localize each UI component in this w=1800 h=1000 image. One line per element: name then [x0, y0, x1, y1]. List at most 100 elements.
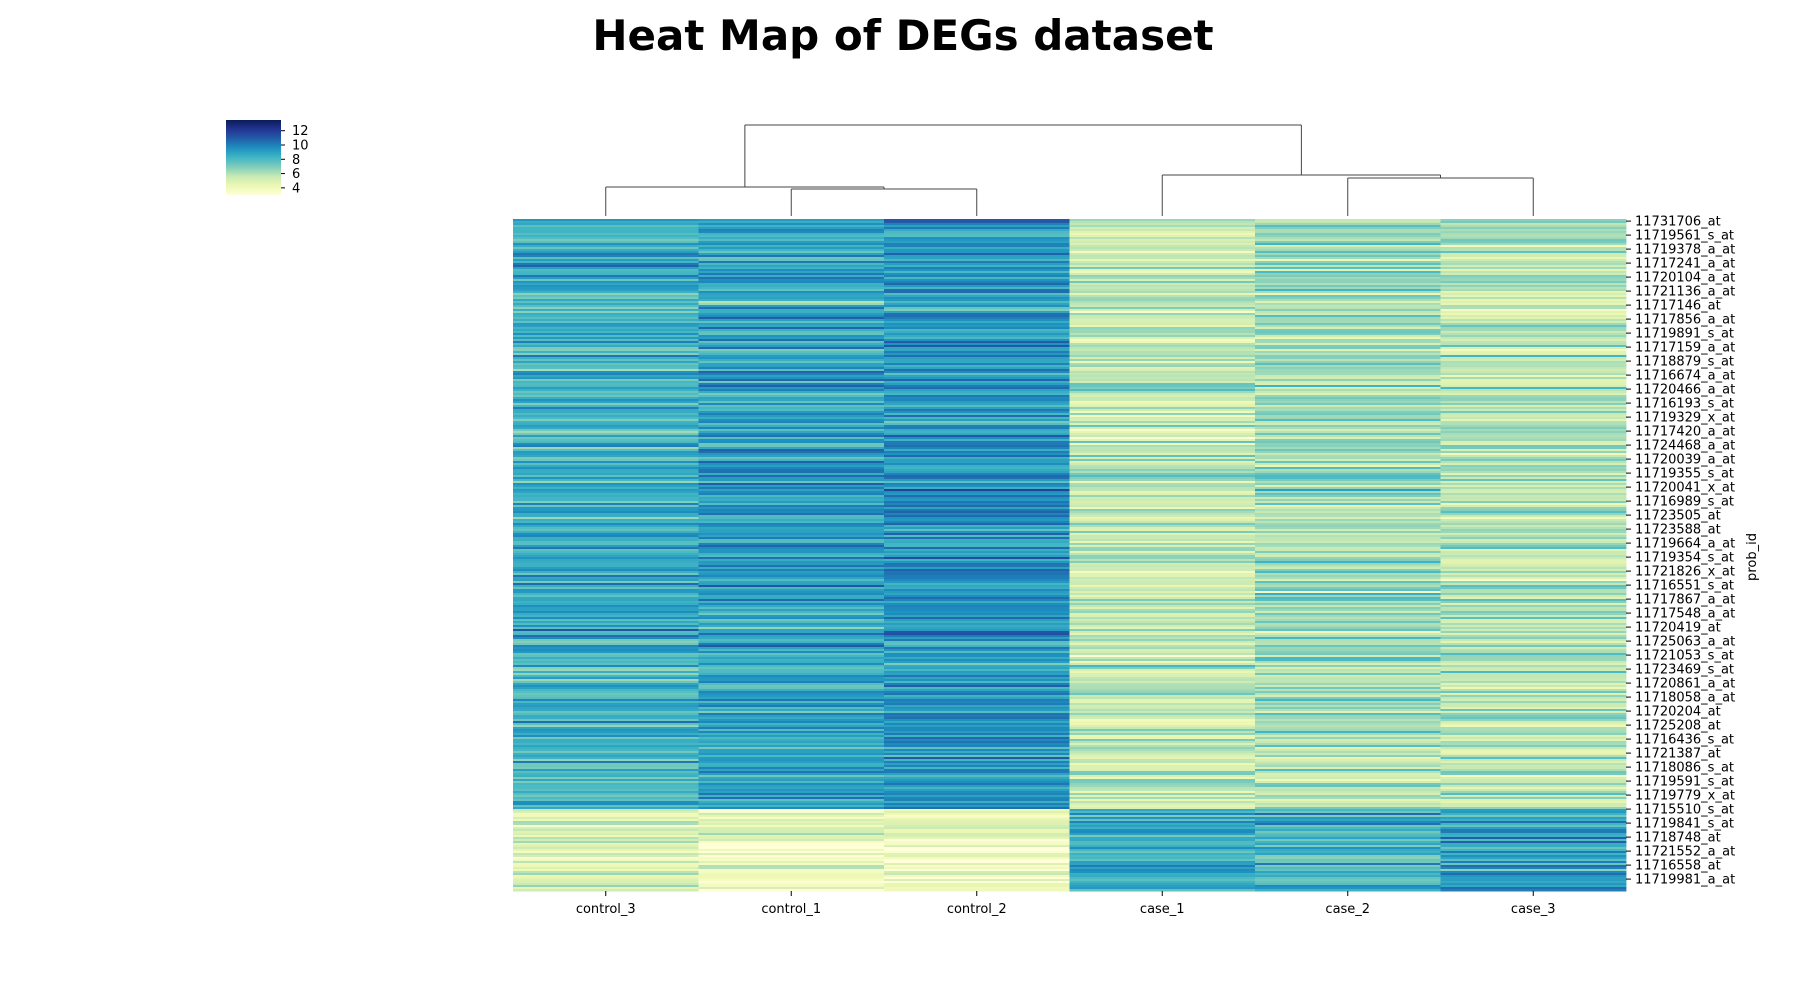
heatmap-cell: [698, 281, 885, 284]
heatmap-cell: [698, 295, 885, 298]
heatmap-cell: [1255, 641, 1441, 644]
heatmap-cell: [513, 533, 699, 536]
heatmap-cell: [513, 331, 699, 334]
row-label: 11717856_a_at: [1635, 313, 1735, 328]
heatmap-cell: [513, 551, 699, 554]
heatmap-cell: [884, 427, 1070, 430]
heatmap-cell: [1069, 579, 1256, 582]
heatmap-cell: [1069, 793, 1256, 796]
heatmap-cell: [1069, 377, 1256, 380]
heatmap-cell: [1255, 373, 1441, 376]
heatmap-cell: [513, 227, 699, 230]
heatmap-cell: [1255, 317, 1441, 320]
heatmap-cell: [884, 487, 1070, 490]
heatmap-cell: [1440, 665, 1627, 668]
heatmap-cell: [1255, 265, 1441, 268]
heatmap-cell: [513, 439, 699, 442]
heatmap-cell: [1255, 759, 1441, 762]
heatmap-cell: [1069, 439, 1256, 442]
heatmap-cell: [1440, 557, 1627, 560]
heatmap-cell: [1440, 233, 1627, 236]
heatmap-cell: [513, 523, 699, 526]
heatmap-cell: [513, 807, 699, 810]
heatmap-cell: [513, 289, 699, 292]
heatmap-cell: [884, 413, 1070, 416]
heatmap-cell: [1069, 581, 1256, 584]
heatmap-cell: [1440, 223, 1627, 226]
heatmap-cell: [1069, 673, 1256, 676]
heatmap-cell: [513, 659, 699, 662]
heatmap-cell: [1069, 849, 1256, 852]
heatmap-cell: [513, 555, 699, 558]
heatmap-cell: [1440, 507, 1627, 510]
heatmap-cell: [1069, 275, 1256, 278]
heatmap-cell: [698, 879, 885, 882]
heatmap-cell: [1069, 329, 1256, 332]
heatmap-cell: [1440, 759, 1627, 762]
heatmap-cell: [884, 535, 1070, 538]
heatmap-cell: [1440, 845, 1627, 848]
heatmap-cell: [1440, 379, 1627, 382]
heatmap-cell: [698, 311, 885, 314]
heatmap-cell: [1440, 281, 1627, 284]
heatmap-cell: [698, 533, 885, 536]
heatmap-cell: [1440, 553, 1627, 556]
heatmap-cell: [513, 835, 699, 838]
heatmap-cell: [1440, 337, 1627, 340]
heatmap-cell: [698, 753, 885, 756]
heatmap-cell: [1255, 387, 1441, 390]
heatmap-cell: [513, 415, 699, 418]
heatmap-cell: [1440, 439, 1627, 442]
heatmap-cell: [513, 883, 699, 886]
row-label: 11717420_a_at: [1635, 425, 1735, 440]
heatmap-cell: [884, 787, 1070, 790]
heatmap-cell: [1069, 463, 1256, 466]
heatmap-cell: [1440, 273, 1627, 276]
heatmap-cell: [1440, 605, 1627, 608]
heatmap-cell: [1440, 373, 1627, 376]
heatmap-cell: [1440, 671, 1627, 674]
heatmap-cell: [1255, 761, 1441, 764]
row-label: 11716551_s_at: [1635, 579, 1734, 594]
heatmap-cell: [698, 707, 885, 710]
heatmap-cell: [884, 633, 1070, 636]
heatmap-cell: [1255, 521, 1441, 524]
heatmap-cell: [698, 337, 885, 340]
heatmap-cell: [513, 583, 699, 586]
heatmap-cell: [1255, 227, 1441, 230]
heatmap-cell: [698, 423, 885, 426]
heatmap-cell: [1069, 355, 1256, 358]
heatmap-cell: [1255, 481, 1441, 484]
heatmap-cell: [884, 421, 1070, 424]
heatmap-cell: [1069, 647, 1256, 650]
heatmap-cell: [513, 251, 699, 254]
heatmap-cell: [1255, 487, 1441, 490]
row-label: 11716436_s_at: [1635, 733, 1734, 748]
heatmap-cell: [1069, 367, 1256, 370]
heatmap-cell: [698, 779, 885, 782]
heatmap-cell: [1440, 663, 1627, 666]
heatmap-cell: [884, 699, 1070, 702]
heatmap-cell: [884, 239, 1070, 242]
heatmap-cell: [1255, 489, 1441, 492]
heatmap-cell: [1069, 385, 1256, 388]
heatmap-cell: [1440, 763, 1627, 766]
heatmap-cell: [513, 655, 699, 658]
heatmap-cell: [1440, 279, 1627, 282]
heatmap-cell: [884, 495, 1070, 498]
heatmap-cell: [513, 241, 699, 244]
heatmap-cell: [884, 625, 1070, 628]
heatmap-cell: [1255, 439, 1441, 442]
heatmap-cell: [698, 521, 885, 524]
heatmap-cell: [1069, 737, 1256, 740]
heatmap-cell: [1255, 497, 1441, 500]
heatmap-cell: [513, 429, 699, 432]
heatmap-cell: [884, 391, 1070, 394]
heatmap-cell: [1440, 271, 1627, 274]
heatmap-cell: [698, 481, 885, 484]
heatmap-cell: [1440, 491, 1627, 494]
heatmap-cell: [513, 787, 699, 790]
heatmap-cell: [1069, 339, 1256, 342]
heatmap-cell: [1255, 299, 1441, 302]
heatmap-cell: [1255, 543, 1441, 546]
